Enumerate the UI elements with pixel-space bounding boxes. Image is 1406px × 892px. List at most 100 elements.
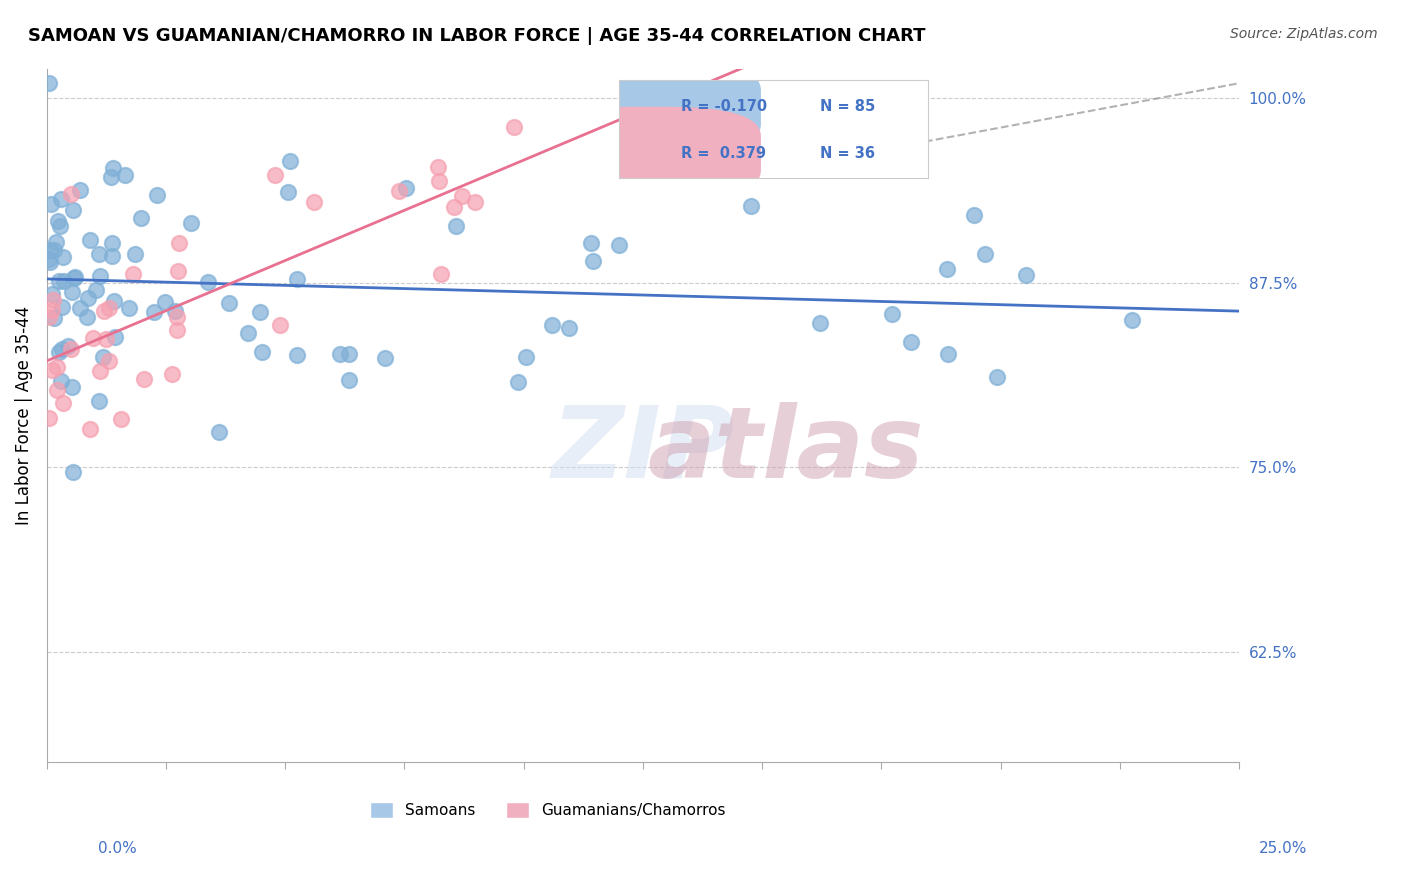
Point [974,247,997,261]
Point [740,199,762,213]
Text: SAMOAN VS GUAMANIAN/CHAMORRO IN LABOR FORCE | AGE 35-44 CORRELATION CHART: SAMOAN VS GUAMANIAN/CHAMORRO IN LABOR FO… [28,27,925,45]
Point [429,267,451,281]
Point [41,287,63,301]
FancyBboxPatch shape [538,107,761,200]
Point [79,233,101,247]
Point [963,209,986,223]
Point [986,369,1008,384]
Point [93,350,115,364]
Point [207,425,229,440]
Point [277,186,299,200]
Point [337,372,360,386]
Legend: Samoans, Guamanians/Chamorros: Samoans, Guamanians/Chamorros [364,796,731,824]
Point [51,374,73,388]
Point [46,360,69,375]
Point [89,364,111,378]
Point [160,368,183,382]
Point [77,292,100,306]
Point [38,410,60,425]
Text: R = -0.170: R = -0.170 [681,99,766,114]
Point [49,219,72,234]
Point [39,255,62,269]
Point [250,344,273,359]
Point [38,310,60,324]
Point [45,235,67,250]
Point [62,270,84,285]
Point [180,216,202,230]
Point [42,310,65,325]
Point [44,243,66,257]
Point [122,267,145,281]
Point [218,295,240,310]
Point [79,422,101,436]
Point [42,293,65,307]
Point [63,270,86,285]
Point [936,346,959,360]
Point [101,161,124,175]
Point [76,310,98,324]
Point [541,318,564,332]
Point [58,339,80,353]
Point [89,269,111,284]
Y-axis label: In Labor Force | Age 35-44: In Labor Force | Age 35-44 [15,306,32,525]
Point [93,303,115,318]
Point [1015,268,1038,282]
Point [41,302,63,317]
Point [582,254,605,268]
Point [48,274,70,288]
FancyBboxPatch shape [538,61,761,153]
Point [444,219,467,233]
Point [45,384,67,398]
Point [101,249,124,263]
Point [287,348,309,362]
Point [1121,313,1143,327]
Point [60,380,83,394]
Point [87,247,110,261]
Point [278,153,301,168]
Point [285,272,308,286]
Point [38,76,60,90]
Point [101,235,124,250]
Point [167,236,190,251]
Point [46,214,69,228]
Point [936,262,959,277]
Point [508,375,530,389]
Point [464,194,486,209]
Point [41,363,63,377]
Point [166,322,188,336]
Point [62,202,84,217]
Point [52,396,75,410]
Text: ZIP: ZIP [551,401,734,499]
Point [236,326,259,341]
Point [118,301,141,316]
Point [84,283,107,297]
Point [197,276,219,290]
Point [249,305,271,319]
Point [153,295,176,310]
Text: atlas: atlas [648,401,924,499]
Point [52,273,75,287]
Point [39,196,62,211]
Point [502,120,524,135]
Point [60,285,83,299]
Point [269,318,291,332]
Point [142,305,165,319]
Point [114,168,136,182]
Point [515,350,537,364]
Point [388,184,411,198]
Point [39,244,62,258]
Point [395,181,418,195]
Point [98,354,121,368]
Point [48,345,70,359]
Point [558,321,581,335]
Point [59,186,82,201]
Point [302,195,325,210]
Point [134,372,156,386]
Point [146,187,169,202]
Point [264,168,287,182]
Point [607,238,630,252]
Point [62,466,84,480]
Text: R =  0.379: R = 0.379 [681,146,765,161]
Point [51,342,73,356]
Point [94,333,117,347]
